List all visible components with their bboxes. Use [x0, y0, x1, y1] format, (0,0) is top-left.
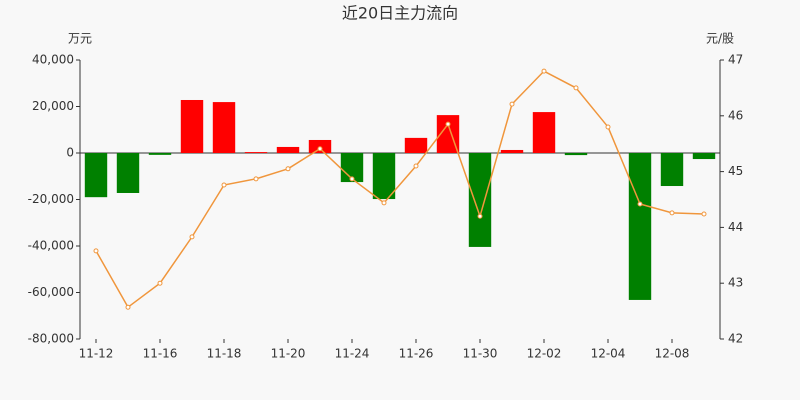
- price-point: [221, 182, 227, 188]
- price-line: [95, 70, 705, 309]
- price-point: [157, 280, 163, 286]
- y2-tick-label: 43: [728, 276, 743, 290]
- x-tick-label: 11-24: [335, 347, 370, 361]
- bar: [404, 137, 428, 153]
- price-point: [637, 201, 643, 207]
- price-point: [573, 85, 579, 91]
- x-tick-label: 11-30: [463, 347, 498, 361]
- y-tick-label: -60,000: [28, 285, 74, 299]
- y2-tick-label: 44: [728, 220, 743, 234]
- bar: [468, 153, 492, 247]
- price-point: [669, 210, 675, 216]
- price-point: [285, 166, 291, 172]
- y-tick-label: 40,000: [32, 53, 74, 67]
- bar: [116, 153, 140, 193]
- x-tick-label: 11-20: [271, 347, 306, 361]
- x-tick-label: 11-26: [399, 347, 434, 361]
- bar: [84, 153, 108, 198]
- chart-title: 近20日主力流向: [342, 4, 458, 23]
- bar: [148, 153, 172, 155]
- price-point: [381, 200, 387, 206]
- y2-tick-label: 46: [728, 108, 743, 122]
- price-point: [125, 304, 131, 310]
- price-point: [605, 124, 611, 130]
- bar: [244, 152, 268, 153]
- x-tick-label: 12-02: [527, 347, 562, 361]
- bar: [628, 153, 652, 300]
- bar: [180, 99, 204, 153]
- price-point: [541, 68, 547, 74]
- bar: [500, 149, 524, 153]
- y2-tick-label: 45: [728, 164, 743, 178]
- x-tick-label: 11-18: [207, 347, 242, 361]
- bar: [340, 153, 364, 183]
- x-tick-label: 11-16: [143, 347, 178, 361]
- y-tick-label: -80,000: [28, 332, 74, 346]
- y-tick-label: -20,000: [28, 192, 74, 206]
- bar: [692, 153, 716, 160]
- y2-tick-label: 42: [728, 332, 743, 346]
- price-point: [701, 211, 707, 217]
- bar: [436, 115, 460, 153]
- price-point: [413, 163, 419, 169]
- bar: [372, 153, 396, 200]
- price-point: [349, 176, 355, 182]
- bar: [212, 102, 236, 153]
- price-point: [509, 101, 515, 107]
- price-point: [317, 146, 323, 152]
- bar: [660, 153, 684, 187]
- bar: [564, 153, 588, 156]
- y-tick-label: -40,000: [28, 239, 74, 253]
- y-axis-label: 万元: [68, 32, 92, 46]
- bar: [276, 146, 300, 153]
- y-tick-label: 0: [66, 146, 74, 160]
- y2-tick-label: 47: [728, 53, 743, 67]
- x-tick-label: 12-04: [591, 347, 626, 361]
- price-point: [93, 248, 99, 254]
- x-tick-label: 11-12: [79, 347, 114, 361]
- price-point: [445, 121, 451, 127]
- x-tick-label: 12-08: [655, 347, 690, 361]
- bar: [532, 112, 556, 153]
- price-point: [253, 176, 259, 182]
- price-point: [189, 234, 195, 240]
- y-tick-label: 20,000: [32, 99, 74, 113]
- y2-axis-label: 元/股: [706, 32, 734, 46]
- price-point: [477, 213, 483, 219]
